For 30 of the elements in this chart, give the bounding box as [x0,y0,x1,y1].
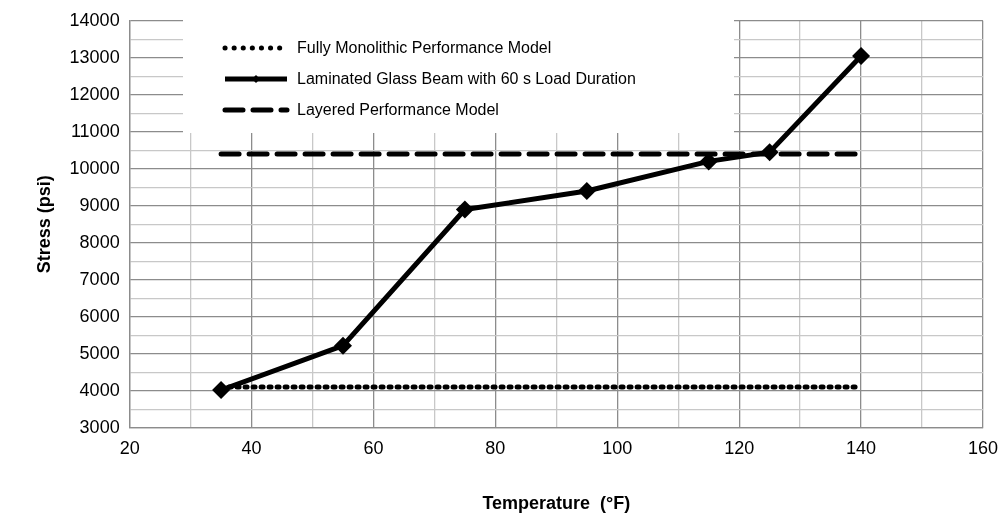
y-tick-label: 9000 [79,194,120,215]
y-tick-label: 6000 [79,305,120,326]
y-tick-label: 13000 [69,46,120,67]
x-tick-label: 160 [967,437,999,458]
y-tick-label: 12000 [69,83,120,104]
y-tick-label: 8000 [79,231,120,252]
x-tick-label: 140 [846,437,877,458]
point [577,182,596,200]
legend-label: Layered Performance Model [297,100,499,119]
legend-label: Fully Monolithic Performance Model [297,38,552,57]
point [455,200,474,219]
y-tick-label: 7000 [79,268,120,289]
point [852,46,871,65]
y-tick-label: 11000 [70,120,120,141]
point [760,143,779,162]
x-tick-label: 100 [602,437,633,458]
y-tick-label: 3000 [79,416,120,437]
x-tick-label: 80 [485,437,506,458]
point [333,336,352,355]
y-tick-label: 14000 [69,9,120,30]
y-tick-label: 5000 [79,342,120,363]
legend-label: Laminated Glass Beam with 60 s Load Duration [297,69,636,88]
y-axis-title: Stress (psi) [33,175,54,274]
x-tick-label: 60 [363,437,384,458]
x-tick-label: 40 [241,437,262,458]
y-tick-label: 4000 [79,379,120,400]
x-tick-label: 120 [724,437,755,458]
x-tick-label: 20 [119,437,140,458]
y-tick-label: 10000 [69,157,120,178]
x-axis-title: Temperature (°F) [482,493,631,514]
